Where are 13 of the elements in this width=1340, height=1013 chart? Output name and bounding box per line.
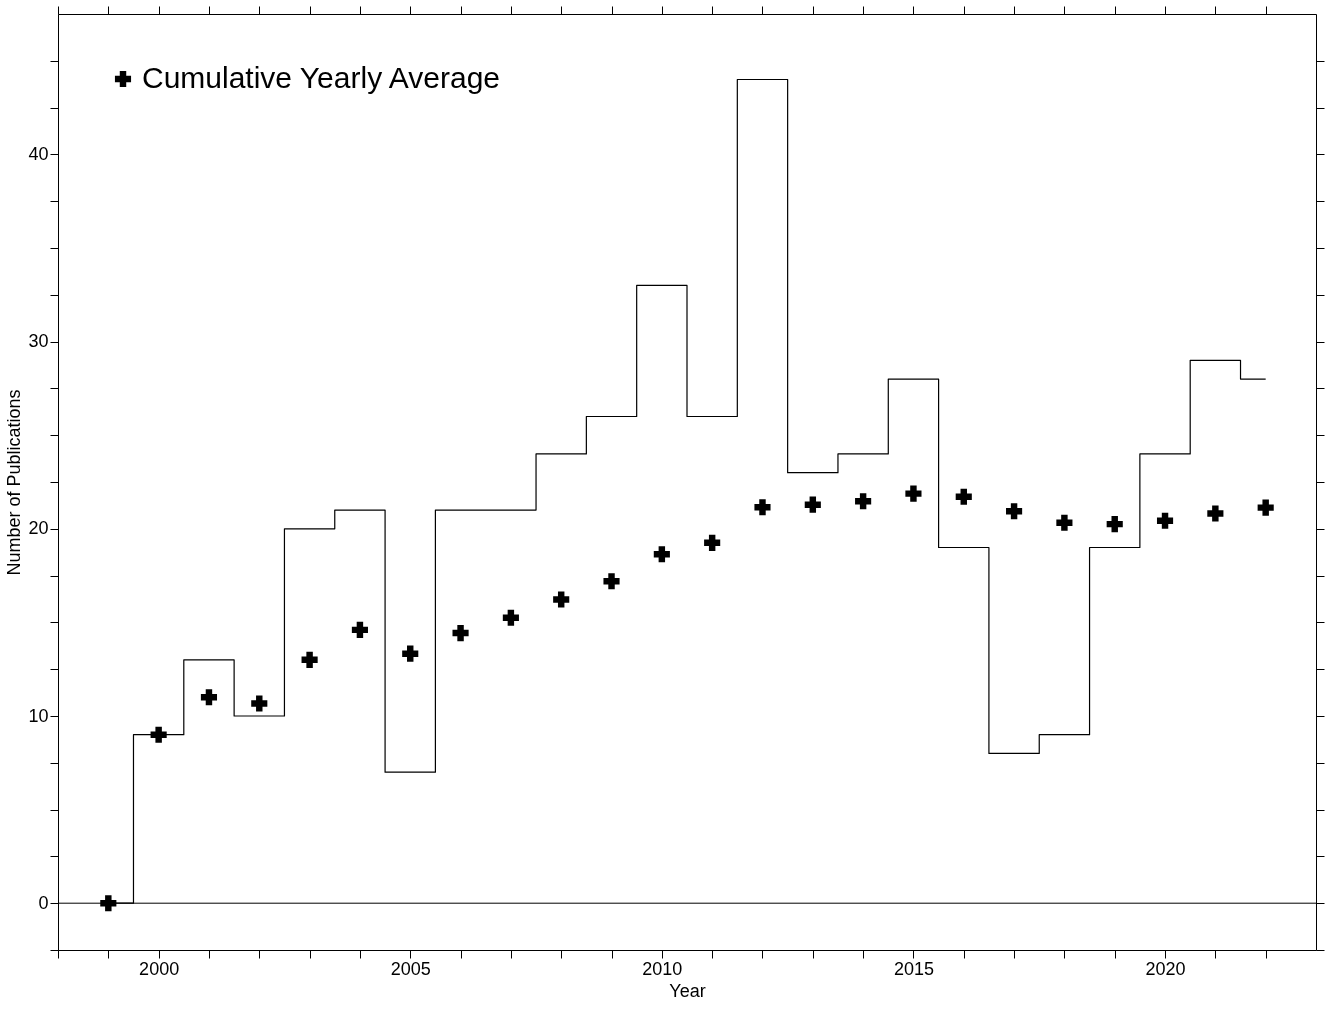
- x-tick-label: 2000: [139, 958, 180, 979]
- y-tick-label: 30: [28, 331, 49, 352]
- y-tick-label: 20: [28, 518, 49, 539]
- legend-label: Cumulative Yearly Average: [142, 61, 501, 94]
- x-axis-title: Year: [669, 980, 706, 1001]
- y-tick-label: 10: [28, 705, 49, 726]
- y-axis-title: Number of Publications: [4, 389, 25, 576]
- y-tick-label: 0: [38, 892, 49, 913]
- x-tick-label: 2015: [893, 958, 934, 979]
- x-tick-label: 2020: [1145, 958, 1186, 979]
- y-tick-label: 40: [28, 143, 49, 164]
- x-tick-label: 2010: [642, 958, 683, 979]
- x-tick-label: 2005: [390, 958, 431, 979]
